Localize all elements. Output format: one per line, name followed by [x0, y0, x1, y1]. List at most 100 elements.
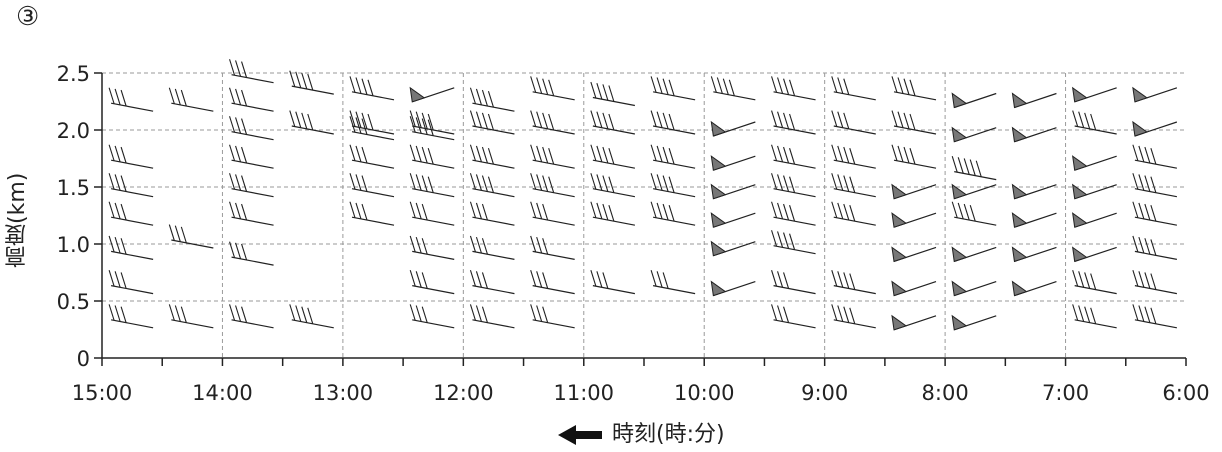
barb-feather: [891, 110, 898, 127]
wind-barb: [469, 235, 515, 260]
barb-feather: [650, 201, 657, 218]
barb-staff: [171, 319, 214, 329]
barb-feather: [361, 78, 368, 95]
barb-feather: [530, 304, 537, 321]
barb-pennant: [1011, 280, 1028, 297]
wind-barb: [1072, 304, 1117, 329]
barb-feather: [349, 110, 356, 127]
barb-feather: [415, 236, 422, 254]
x-tick-label: 10:00: [674, 381, 735, 405]
barb-feather: [241, 89, 248, 107]
barb-feather: [1132, 235, 1139, 253]
barb-feather: [1144, 306, 1151, 323]
wind-barb: [1072, 246, 1117, 263]
barb-feather: [108, 235, 115, 253]
barb-feather: [295, 111, 302, 128]
barb-feather: [241, 175, 248, 192]
wind-barb: [409, 270, 455, 295]
wind-barb: [1011, 183, 1057, 200]
barb-feather: [1072, 270, 1079, 287]
wind-barb: [710, 183, 756, 200]
wind-barb: [229, 173, 274, 198]
barb-feather: [789, 113, 796, 131]
barb-feather: [536, 305, 543, 322]
wind-barb: [229, 87, 274, 112]
barb-feather: [235, 88, 242, 106]
barb-feather: [168, 224, 175, 241]
barb-feather: [475, 174, 482, 191]
barb-staff: [231, 131, 274, 141]
barb-feather: [777, 77, 784, 94]
barb-feather: [487, 148, 494, 165]
barb-feather: [903, 78, 910, 95]
wind-barb: [771, 270, 816, 295]
wind-barb: [108, 235, 154, 260]
barb-feather: [951, 156, 958, 173]
barb-pennant: [891, 246, 908, 263]
wind-barb: [650, 144, 696, 169]
barb-feather: [1150, 273, 1157, 290]
barb-feather: [831, 304, 838, 321]
barb-feather: [831, 270, 838, 287]
barb-feather: [180, 306, 187, 323]
barb-feather: [909, 148, 916, 165]
barb-pennant: [710, 212, 727, 228]
wind-barb: [108, 201, 154, 226]
barb-feather: [427, 119, 434, 136]
barb-feather: [235, 305, 242, 322]
wind-barb: [831, 110, 876, 135]
barb-feather: [897, 111, 904, 128]
barb-feather: [849, 205, 856, 222]
barb-feather: [656, 145, 663, 163]
barb-feather: [1138, 202, 1145, 220]
barb-feather: [548, 79, 555, 96]
barb-pennant: [710, 183, 727, 200]
barb-feather: [891, 76, 898, 93]
barb-feather: [837, 111, 844, 128]
barb-feather: [469, 87, 476, 104]
x-tick-label: 7:00: [1042, 381, 1089, 405]
barb-feather: [421, 118, 428, 135]
barb-feather: [548, 148, 555, 165]
barb-pennant: [891, 183, 908, 200]
barb-feather: [530, 173, 537, 190]
barb-feather: [1072, 110, 1079, 127]
wind-barb: [469, 304, 515, 329]
barb-feather: [1150, 176, 1157, 193]
wind-barb: [771, 304, 816, 329]
barb-feather: [114, 271, 121, 288]
barb-feather: [301, 306, 308, 323]
barb-feather: [590, 81, 597, 99]
wind-barb: [409, 173, 455, 198]
barb-feather: [843, 112, 850, 130]
wind-barb: [530, 201, 575, 226]
barb-pennant: [409, 86, 426, 103]
wind-barb: [108, 144, 154, 169]
barb-feather: [957, 202, 964, 220]
barb-feather: [542, 306, 549, 323]
barb-feather: [427, 148, 434, 165]
barb-staff: [231, 216, 274, 226]
barb-feather: [650, 173, 657, 190]
wind-barb: [771, 110, 816, 135]
barb-feather: [650, 270, 657, 287]
barb-staff: [110, 102, 154, 112]
barb-feather: [301, 72, 308, 90]
barb-feather: [536, 174, 543, 191]
wind-barb: [1072, 212, 1117, 228]
panel-label: ③: [16, 2, 40, 32]
wind-barb: [891, 212, 937, 228]
barb-feather: [421, 175, 428, 192]
wind-barb: [1072, 86, 1117, 103]
barb-feather: [487, 176, 494, 193]
barb-feather: [481, 306, 488, 323]
barb-feather: [487, 113, 494, 131]
wind-barb: [951, 201, 997, 226]
barb-feather: [475, 145, 482, 163]
barb-feather: [602, 272, 609, 289]
barb-feather: [662, 203, 669, 221]
wind-barb: [951, 246, 997, 263]
barb-feather: [409, 144, 416, 161]
barb-feather: [355, 117, 362, 134]
